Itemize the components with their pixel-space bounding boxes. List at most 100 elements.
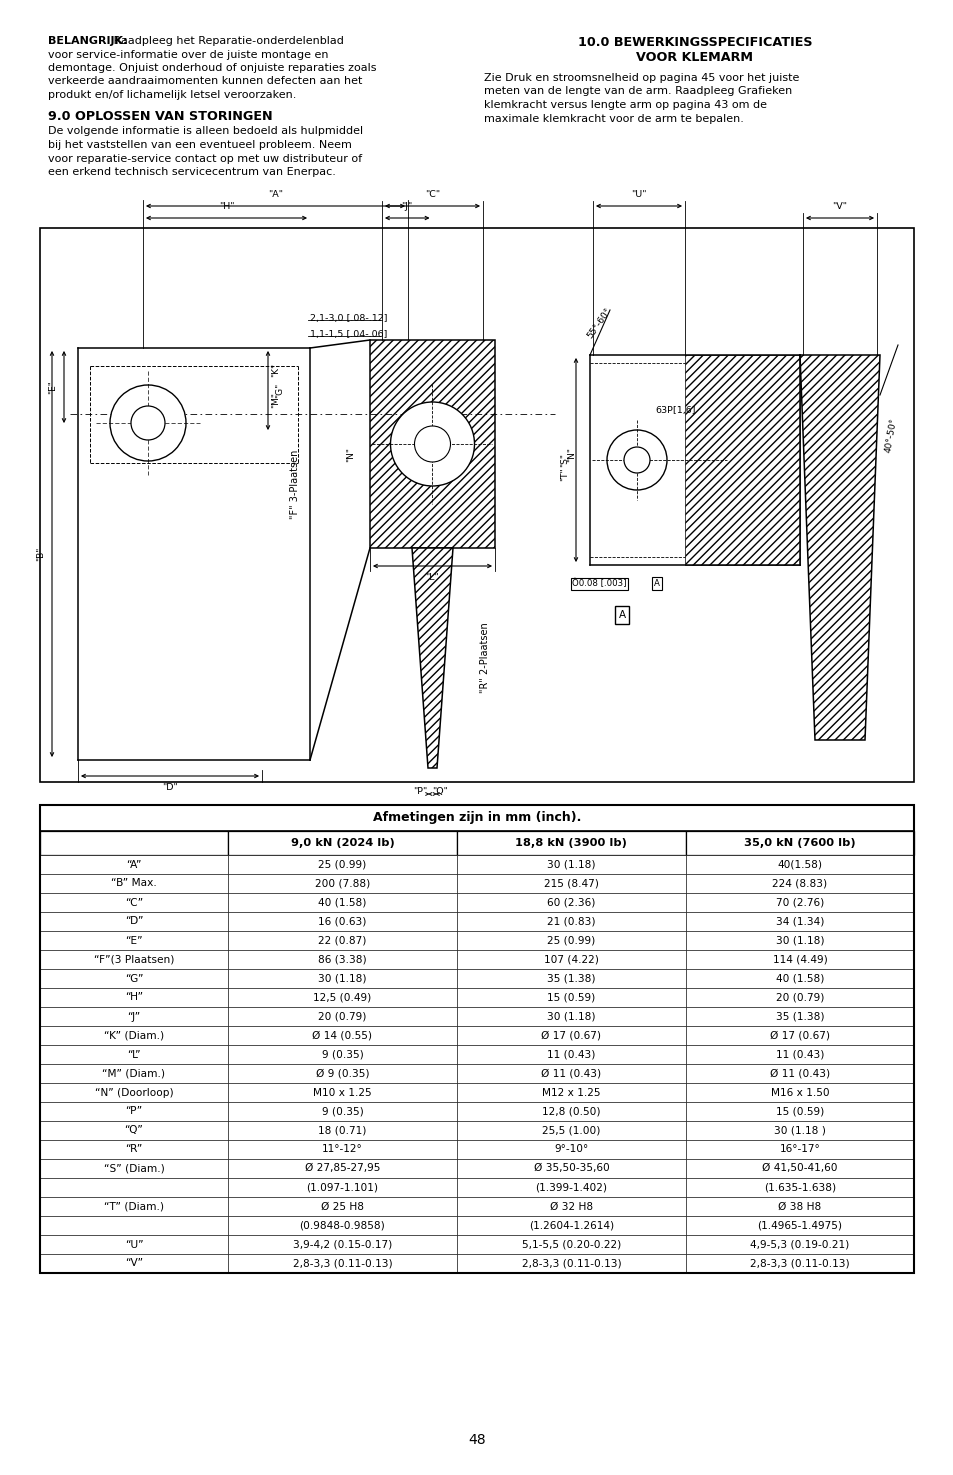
Text: 15 (0.59): 15 (0.59): [547, 993, 595, 1003]
Bar: [40, 229, 913, 782]
Text: “P”: “P”: [125, 1106, 142, 1117]
Text: De volgende informatie is alleen bedoeld als hulpmiddel: De volgende informatie is alleen bedoeld…: [48, 127, 363, 137]
Text: voor service-informatie over de juiste montage en: voor service-informatie over de juiste m…: [48, 50, 328, 59]
Text: 9 (0.35): 9 (0.35): [321, 1050, 363, 1059]
Text: voor reparatie-service contact op met uw distributeur of: voor reparatie-service contact op met uw…: [48, 153, 362, 164]
Text: 9°-10°: 9°-10°: [554, 1145, 588, 1155]
Text: M16 x 1.50: M16 x 1.50: [770, 1087, 828, 1097]
Text: 70 (2.76): 70 (2.76): [775, 897, 823, 907]
Text: A: A: [618, 611, 625, 620]
Text: 114 (4.49): 114 (4.49): [772, 954, 826, 965]
Text: 40 (1.58): 40 (1.58): [775, 974, 823, 984]
Circle shape: [623, 447, 649, 473]
Text: (1.097-1.101): (1.097-1.101): [306, 1183, 378, 1192]
Text: 11 (0.43): 11 (0.43): [775, 1050, 823, 1059]
Circle shape: [414, 426, 450, 462]
Text: “T” (Diam.): “T” (Diam.): [104, 1202, 164, 1211]
Text: 9.0 OPLOSSEN VAN STORINGEN: 9.0 OPLOSSEN VAN STORINGEN: [48, 109, 273, 122]
Text: (1.635-1.638): (1.635-1.638): [763, 1183, 835, 1192]
Bar: [685, 830, 913, 856]
Bar: [228, 988, 456, 1007]
Text: 21 (0.83): 21 (0.83): [547, 916, 595, 926]
Bar: [40, 1254, 228, 1273]
Text: “V”: “V”: [125, 1258, 143, 1268]
Bar: [685, 1179, 913, 1198]
Text: Ø 25 H8: Ø 25 H8: [320, 1202, 363, 1211]
Text: 40 (1.58): 40 (1.58): [318, 897, 366, 907]
Bar: [685, 1063, 913, 1083]
Text: klemkracht versus lengte arm op pagina 43 om de: klemkracht versus lengte arm op pagina 4…: [483, 100, 766, 111]
Bar: [228, 830, 456, 856]
Bar: [456, 1179, 685, 1198]
Bar: [685, 1140, 913, 1159]
Text: Afmetingen zijn in mm (inch).: Afmetingen zijn in mm (inch).: [373, 811, 580, 825]
Text: “A”: “A”: [126, 860, 142, 869]
Text: 2,8-3,3 (0.11-0.13): 2,8-3,3 (0.11-0.13): [521, 1258, 620, 1268]
Text: 2,8-3,3 (0.11-0.13): 2,8-3,3 (0.11-0.13): [749, 1258, 849, 1268]
Text: Ø 17 (0.67): Ø 17 (0.67): [540, 1031, 600, 1040]
Bar: [228, 875, 456, 892]
Text: "K": "K": [271, 363, 280, 378]
Bar: [228, 1121, 456, 1140]
Text: “E”: “E”: [125, 935, 143, 945]
Bar: [685, 1007, 913, 1027]
Bar: [40, 1007, 228, 1027]
Text: "P": "P": [413, 788, 427, 797]
Text: "N": "N": [566, 447, 576, 463]
Bar: [456, 931, 685, 950]
Bar: [40, 1044, 228, 1063]
Text: “D”: “D”: [125, 916, 143, 926]
Text: "G": "G": [274, 384, 284, 398]
Text: 224 (8.83): 224 (8.83): [772, 879, 826, 888]
Text: 34 (1.34): 34 (1.34): [775, 916, 823, 926]
Bar: [228, 1007, 456, 1027]
Text: 30 (1.18): 30 (1.18): [775, 935, 823, 945]
Bar: [40, 875, 228, 892]
Bar: [685, 988, 913, 1007]
Text: 200 (7.88): 200 (7.88): [314, 879, 370, 888]
Bar: [456, 988, 685, 1007]
Text: 215 (8.47): 215 (8.47): [543, 879, 598, 888]
Bar: [228, 1063, 456, 1083]
Text: "M": "M": [271, 392, 280, 409]
Text: "Q": "Q": [432, 788, 448, 797]
Bar: [456, 875, 685, 892]
Polygon shape: [800, 355, 879, 740]
Text: meten van de lengte van de arm. Raadpleeg Grafieken: meten van de lengte van de arm. Raadplee…: [483, 87, 791, 96]
Text: 20 (0.79): 20 (0.79): [775, 993, 823, 1003]
Text: 25 (0.99): 25 (0.99): [318, 860, 366, 869]
Bar: [40, 912, 228, 931]
Bar: [456, 1007, 685, 1027]
Text: Zie Druk en stroomsnelheid op pagina 45 voor het juiste: Zie Druk en stroomsnelheid op pagina 45 …: [483, 72, 799, 83]
Text: “R”: “R”: [125, 1145, 143, 1155]
Text: "N": "N": [346, 447, 355, 462]
Text: “G”: “G”: [125, 974, 143, 984]
Text: "L": "L": [425, 572, 439, 583]
Text: “J”: “J”: [127, 1012, 140, 1022]
Bar: [228, 931, 456, 950]
Bar: [228, 1027, 456, 1044]
Text: 9 (0.35): 9 (0.35): [321, 1106, 363, 1117]
Text: 11°-12°: 11°-12°: [322, 1145, 362, 1155]
Bar: [456, 855, 685, 875]
Bar: [685, 931, 913, 950]
Text: 40°-50°: 40°-50°: [883, 417, 898, 453]
Text: Ø 27,85-27,95: Ø 27,85-27,95: [304, 1164, 379, 1174]
Text: “N” (Doorloop): “N” (Doorloop): [94, 1087, 173, 1097]
Text: 11 (0.43): 11 (0.43): [547, 1050, 595, 1059]
Text: Ø 35,50-35,60: Ø 35,50-35,60: [533, 1164, 609, 1174]
Text: "H": "H": [218, 202, 234, 211]
Text: 18,8 kN (3900 lb): 18,8 kN (3900 lb): [515, 838, 627, 848]
Text: 63P[1,6]: 63P[1,6]: [655, 406, 695, 414]
Text: 1,1-1,5 [.04-.06]: 1,1-1,5 [.04-.06]: [310, 329, 387, 338]
Circle shape: [606, 431, 666, 490]
Bar: [228, 892, 456, 912]
Text: "E": "E": [48, 381, 57, 394]
Bar: [456, 1121, 685, 1140]
Text: A: A: [654, 580, 659, 589]
Bar: [456, 1102, 685, 1121]
Polygon shape: [370, 341, 495, 549]
Bar: [685, 912, 913, 931]
Text: 25,5 (1.00): 25,5 (1.00): [541, 1125, 600, 1136]
Bar: [40, 1235, 228, 1254]
